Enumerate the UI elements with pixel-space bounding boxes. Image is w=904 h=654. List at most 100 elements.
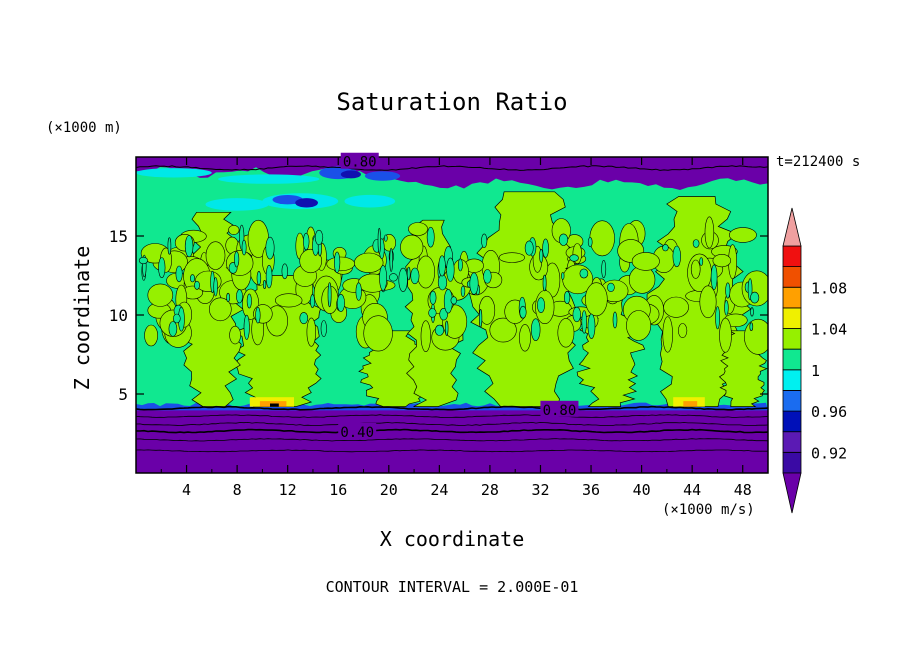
- contour-label: 0.80: [343, 155, 377, 171]
- x-tick-label: 40: [633, 481, 651, 499]
- y-axis-unit: (×1000 m): [46, 120, 122, 136]
- moist-cell: [704, 216, 715, 249]
- time-label: t=212400 s: [776, 154, 861, 170]
- contour-0.8-lower: [136, 405, 768, 411]
- moist-cell: [557, 318, 575, 348]
- x-tick-label: 24: [430, 481, 448, 499]
- drier-pocket: [234, 251, 240, 268]
- drier-pocket: [572, 306, 581, 323]
- drier-pocket: [310, 294, 315, 309]
- moist-cell: [677, 323, 688, 338]
- x-tick-label: 4: [182, 481, 191, 499]
- contour-label-bg: [540, 400, 579, 417]
- contour-label-bg: [338, 422, 377, 439]
- drier-pocket: [483, 269, 492, 284]
- drier-pocket: [236, 289, 243, 304]
- drier-pocket: [437, 274, 448, 291]
- supersaturated-spot: [683, 401, 698, 407]
- x-tick-label: 8: [233, 481, 242, 499]
- drier-pocket: [612, 311, 618, 329]
- colorbar-level-label: 1.04: [811, 321, 847, 339]
- drier-pocket: [226, 292, 230, 303]
- contour-lower: [136, 414, 768, 418]
- moist-cell: [498, 252, 526, 263]
- drier-pocket: [173, 313, 181, 324]
- colorbar-swatch: [782, 307, 802, 329]
- moist-cell: [228, 225, 240, 236]
- drier-pocket: [388, 273, 398, 282]
- drier-pocket: [168, 321, 178, 337]
- drier-pocket: [587, 237, 593, 248]
- drier-pocket: [265, 264, 273, 289]
- moist-cell: [662, 316, 673, 353]
- drier-pocket: [265, 236, 275, 260]
- upper-patch: [364, 171, 401, 181]
- drier-pocket: [558, 233, 569, 246]
- colorbar-level-label: 1.08: [811, 279, 847, 297]
- drier-pocket: [194, 280, 200, 290]
- drier-pocket: [662, 244, 669, 252]
- drier-pocket: [263, 279, 267, 289]
- drier-pocket: [450, 296, 457, 305]
- moist-cell: [147, 283, 174, 307]
- colorbar-swatch: [782, 266, 802, 288]
- drier-pocket: [175, 265, 183, 283]
- moist-cell: [408, 222, 428, 236]
- drier-pocket: [383, 234, 388, 242]
- drier-pocket: [725, 282, 731, 299]
- contour-0.4: [136, 428, 768, 434]
- drier-pocket: [320, 320, 327, 338]
- drier-pocket: [167, 237, 172, 255]
- colorbar-swatch: [782, 245, 802, 268]
- peak-contour: [270, 403, 279, 407]
- moist-cell: [205, 241, 226, 270]
- drier-pocket: [710, 264, 718, 290]
- colorbar-swatch: [782, 410, 802, 433]
- y-tick-label: 10: [109, 306, 128, 325]
- upper-patch: [136, 168, 212, 178]
- drier-pocket: [439, 308, 449, 321]
- drier-pocket: [749, 322, 754, 332]
- moist-cell: [354, 252, 384, 273]
- drier-pocket: [438, 255, 446, 277]
- moist-cell: [275, 293, 303, 308]
- colorbar-under-triangle: [782, 472, 802, 514]
- colorbar: 0.92 0.96 1 1.04 1.08: [782, 207, 847, 514]
- x-tick-label: 48: [734, 481, 752, 499]
- colorbar-swatch: [782, 286, 802, 309]
- drier-pocket: [519, 305, 527, 319]
- drier-pocket: [429, 290, 437, 305]
- y-tick-label: 5: [118, 385, 128, 404]
- drier-pocket: [314, 229, 324, 246]
- moist-cell: [584, 282, 608, 317]
- drier-pocket: [579, 268, 589, 279]
- moist-cell: [144, 324, 158, 347]
- moist-cell: [719, 317, 732, 353]
- drier-pocket: [536, 297, 545, 314]
- drier-pocket: [446, 257, 455, 282]
- drier-pocket: [158, 257, 166, 279]
- moist-cell: [699, 285, 717, 319]
- drier-pocket: [138, 256, 148, 265]
- x-tick-label: 28: [481, 481, 499, 499]
- upper-patch: [344, 194, 396, 208]
- drier-pocket: [750, 291, 760, 304]
- drier-pocket: [336, 293, 345, 312]
- colorbar-swatch: [782, 431, 802, 453]
- x-tick-label: 36: [582, 481, 600, 499]
- drier-pocket: [542, 238, 549, 258]
- x-tick-label: 32: [531, 481, 549, 499]
- upper-patch: [218, 174, 320, 184]
- drier-pocket: [692, 239, 700, 248]
- moist-cell: [478, 295, 496, 325]
- moist-cell: [306, 317, 316, 347]
- drier-pocket: [377, 227, 381, 254]
- drier-pocket: [750, 307, 754, 317]
- drier-pocket: [299, 312, 309, 325]
- colorbar-over-triangle: [782, 207, 802, 247]
- contour-upper: [136, 165, 768, 171]
- colorbar-swatch: [782, 390, 802, 412]
- drier-pocket: [243, 314, 250, 340]
- upper-patch: [205, 198, 269, 211]
